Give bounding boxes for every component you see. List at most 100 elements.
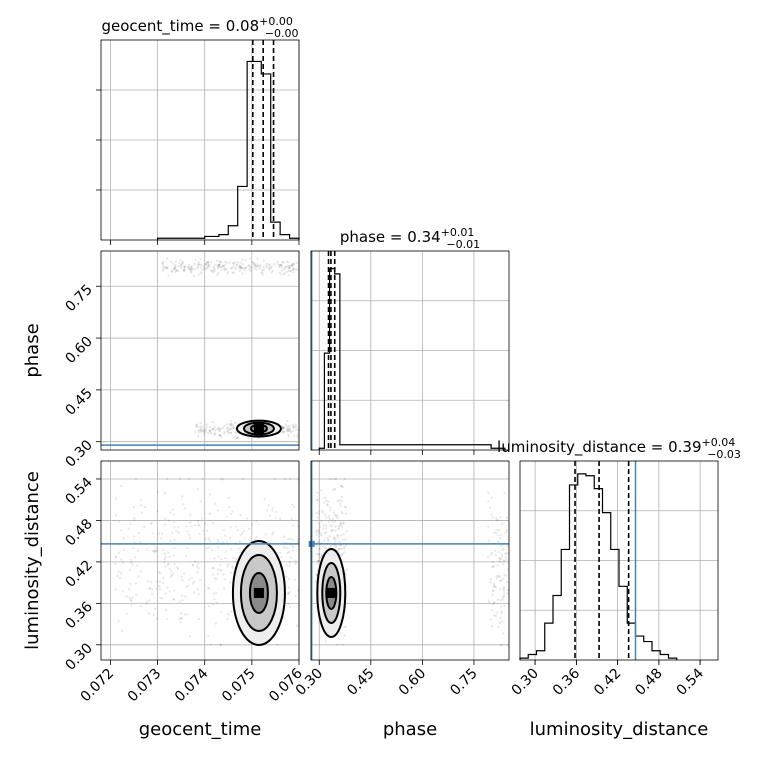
sample-point bbox=[228, 427, 232, 431]
sample-point bbox=[242, 266, 246, 270]
sample-point bbox=[174, 529, 178, 533]
sample-point bbox=[162, 548, 165, 551]
sample-point bbox=[282, 268, 286, 271]
sample-point bbox=[133, 516, 136, 520]
sample-point bbox=[214, 502, 217, 505]
sample-point bbox=[217, 428, 221, 432]
sample-point bbox=[167, 274, 170, 278]
sample-point bbox=[208, 493, 212, 496]
sample-point bbox=[249, 269, 253, 272]
sample-point bbox=[285, 270, 289, 274]
sample-point bbox=[343, 545, 346, 549]
sample-point bbox=[165, 257, 169, 260]
sample-point bbox=[188, 267, 192, 270]
sample-point bbox=[257, 523, 260, 526]
sample-point bbox=[486, 525, 490, 528]
sample-point bbox=[280, 263, 283, 267]
sample-point bbox=[196, 588, 199, 591]
sample-point bbox=[225, 267, 228, 271]
sample-point bbox=[167, 519, 171, 522]
sample-point bbox=[148, 587, 151, 590]
sample-point bbox=[171, 508, 174, 511]
sample-point bbox=[316, 552, 319, 556]
sample-point bbox=[289, 537, 293, 541]
sample-point bbox=[195, 571, 199, 574]
sample-point bbox=[222, 266, 226, 269]
sample-point bbox=[183, 265, 186, 268]
sample-point bbox=[168, 555, 172, 559]
sample-point bbox=[339, 534, 343, 537]
sample-point bbox=[229, 512, 233, 516]
sample-point bbox=[199, 579, 202, 582]
sample-point bbox=[278, 264, 282, 267]
sample-point bbox=[213, 270, 216, 273]
sample-point bbox=[502, 589, 506, 592]
sample-point bbox=[218, 427, 221, 430]
sample-point bbox=[287, 427, 291, 431]
sample-point bbox=[128, 568, 131, 572]
sample-point bbox=[227, 496, 230, 500]
sample-point bbox=[197, 592, 200, 596]
sample-point bbox=[165, 266, 168, 269]
sample-point bbox=[273, 263, 276, 266]
sample-point bbox=[334, 477, 338, 481]
sample-point bbox=[217, 540, 220, 544]
yaxis-phase-tick-label: 0.30 bbox=[62, 437, 95, 470]
sample-point bbox=[334, 515, 337, 518]
sample-point bbox=[229, 422, 233, 425]
sample-point bbox=[215, 428, 219, 431]
sample-point bbox=[492, 603, 495, 606]
sample-point bbox=[147, 612, 150, 615]
sample-point bbox=[331, 517, 335, 521]
sample-point bbox=[168, 567, 171, 571]
sample-point bbox=[139, 540, 142, 544]
sample-point bbox=[211, 270, 215, 274]
sample-point bbox=[499, 544, 502, 547]
yaxis-phase-tick-label: 0.45 bbox=[62, 385, 95, 418]
diag-geocent_time-histogram bbox=[156, 60, 300, 240]
sample-point bbox=[169, 570, 173, 573]
sample-point bbox=[191, 563, 195, 567]
sample-point bbox=[190, 524, 193, 528]
sample-point bbox=[236, 528, 239, 532]
sample-point bbox=[497, 625, 500, 629]
sample-point bbox=[207, 634, 210, 638]
sample-point bbox=[325, 516, 328, 519]
sample-point bbox=[211, 573, 215, 576]
sample-point bbox=[217, 555, 220, 558]
sample-point bbox=[231, 566, 234, 569]
sample-point bbox=[212, 268, 215, 271]
sample-point bbox=[167, 551, 170, 554]
diag-phase-title: phase = 0.34+0.01 −0.01 bbox=[340, 226, 480, 251]
sample-point bbox=[506, 552, 510, 555]
sample-point bbox=[229, 267, 233, 270]
sample-point bbox=[487, 491, 490, 494]
sample-point bbox=[226, 270, 230, 273]
sample-point bbox=[287, 264, 290, 268]
sample-point bbox=[205, 262, 208, 265]
sample-point bbox=[256, 265, 259, 268]
sample-point bbox=[265, 266, 269, 269]
sample-point bbox=[172, 268, 175, 271]
xaxis-phase-tick-label: 0.45 bbox=[344, 666, 377, 699]
sample-point bbox=[344, 512, 348, 515]
sample-point bbox=[119, 572, 123, 575]
sample-point bbox=[345, 530, 348, 533]
sample-point bbox=[197, 567, 200, 570]
sample-point bbox=[226, 565, 229, 568]
sample-point bbox=[235, 525, 238, 528]
sample-point bbox=[220, 265, 223, 268]
sample-point bbox=[211, 603, 214, 607]
sample-point bbox=[173, 526, 176, 529]
sample-point bbox=[219, 261, 222, 264]
sample-point bbox=[229, 422, 233, 426]
sample-point bbox=[342, 547, 346, 550]
sample-point bbox=[489, 581, 492, 584]
sample-point bbox=[226, 272, 229, 275]
sample-point bbox=[490, 496, 493, 500]
sample-point bbox=[487, 539, 491, 543]
sample-point bbox=[292, 539, 295, 542]
sample-point bbox=[199, 428, 202, 432]
sample-point bbox=[253, 538, 257, 541]
sample-point bbox=[505, 529, 509, 532]
